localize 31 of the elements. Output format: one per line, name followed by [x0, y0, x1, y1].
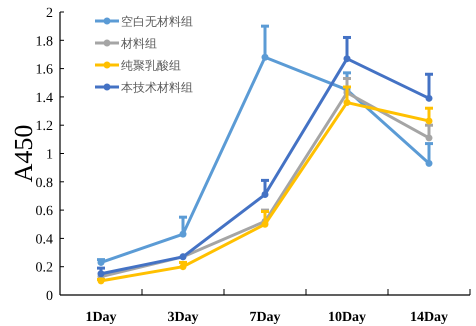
y-tick-label: 1.6	[36, 62, 53, 78]
y-tick-label: 0	[46, 289, 53, 304]
y-tick-label: 1.4	[36, 90, 53, 106]
point	[344, 99, 350, 106]
y-tick-label: 1.8	[36, 34, 53, 50]
legend-label: 纯聚乳酸组	[121, 58, 181, 72]
legend-label: 本技术材料组	[121, 80, 193, 94]
x-tick-label: 1Day	[85, 310, 117, 325]
point	[426, 160, 432, 167]
point	[426, 94, 432, 102]
point	[180, 230, 186, 238]
y-tick-label: 2	[46, 6, 53, 21]
point	[344, 55, 350, 62]
x-tick-label: 7Day	[249, 310, 281, 325]
y-tick-label: 1	[46, 148, 53, 162]
x-tick-label: 3Day	[167, 310, 199, 325]
point	[262, 220, 268, 228]
point	[426, 134, 432, 142]
point	[180, 263, 186, 270]
x-tick-label: 14Day	[410, 310, 448, 325]
x-tick-label: 10Day	[328, 310, 366, 325]
y-tick-label: 0.2	[36, 260, 53, 276]
legend-label: 材料组	[120, 36, 157, 50]
point	[262, 191, 268, 198]
y-tick-label: 1.2	[36, 119, 53, 134]
y-tick-label: 0.8	[36, 176, 53, 191]
y-tick-label: 0.6	[36, 204, 53, 220]
y-tick-label: 0.4	[36, 232, 53, 248]
point	[262, 54, 268, 61]
legend-label: 空白无材料组	[121, 14, 193, 28]
point	[426, 117, 432, 124]
